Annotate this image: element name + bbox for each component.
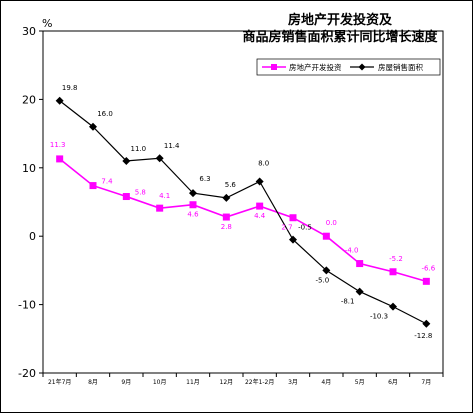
investment-data-label: 7.4 (101, 178, 113, 186)
investment-point (89, 182, 97, 190)
sales-data-label: -8.1 (341, 298, 355, 306)
investment-data-label: -5.2 (389, 255, 403, 263)
sales-point (222, 193, 231, 202)
investment-point (222, 213, 230, 221)
legend-marker-sales (358, 63, 366, 71)
investment-point (189, 201, 197, 209)
y-unit-label: % (42, 17, 52, 30)
data-labels: 11.3 7.4 5.8 4.1 4.6 2.8 4.4 2.7 0.0 -4.0 -5.2 -6.6… (50, 84, 436, 340)
sales-data-label: -5.0 (315, 276, 329, 284)
sales-point (189, 189, 197, 198)
legend-box (256, 58, 441, 76)
investment-data-label: 11.3 (50, 141, 66, 149)
sales-data-label: -10.3 (370, 313, 388, 321)
investment-point (356, 260, 364, 268)
sales-point (422, 319, 431, 328)
investment-data-label: -4.0 (345, 247, 359, 255)
investment-point (256, 202, 264, 210)
investment-point (389, 268, 397, 276)
sales-data-label: 11.0 (131, 145, 147, 153)
axes: 30 20 10 0 -10 -20 21年7月 8月 9月 10月 11月 12月 22年1-2月 3月… (18, 25, 444, 386)
sales-data-label: -12.8 (414, 332, 432, 340)
x-tick-label: 4月 (321, 379, 331, 386)
sales-point (122, 156, 131, 165)
y-tick-label: -10 (18, 299, 36, 312)
investment-point (56, 155, 64, 163)
x-tick-label: 6月 (388, 379, 398, 386)
y-tick-label: 30 (22, 25, 36, 38)
sales-point (155, 154, 164, 163)
sales-data-label: 5.6 (225, 181, 237, 189)
x-tick-label: 5月 (355, 379, 365, 386)
sales-point (89, 122, 97, 131)
sales-data-label: -0.5 (298, 224, 312, 232)
legend-marker-investment (271, 64, 277, 70)
sales-data-label: 8.0 (258, 159, 269, 167)
investment-data-label: -6.6 (421, 264, 435, 272)
investment-data-label: 4.6 (187, 211, 199, 219)
series-group (55, 96, 431, 328)
investment-data-label: 4.1 (159, 192, 170, 200)
investment-data-label: 4.4 (254, 212, 266, 220)
sales-data-label: 16.0 (97, 110, 113, 118)
investment-data-label: 2.8 (221, 223, 232, 231)
series-line-1 (59, 100, 427, 325)
chart-title-line1: 房地产开发投资及 (288, 12, 393, 28)
sales-data-label: 11.4 (164, 142, 180, 150)
investment-data-label: 2.7 (281, 224, 292, 232)
legend: 房地产开发投资 房屋销售面积 (256, 58, 441, 76)
investment-point (156, 204, 164, 212)
investment-point (322, 232, 330, 240)
sales-point (355, 287, 364, 296)
investment-point (289, 214, 297, 222)
y-tick-label: 20 (22, 93, 36, 106)
y-tick-label: -20 (18, 367, 36, 380)
sales-data-label: 19.8 (62, 84, 78, 92)
plot-area (42, 30, 444, 374)
x-tick-label: 11月 (186, 379, 200, 386)
investment-data-label: 5.8 (135, 189, 146, 197)
investment-point (122, 193, 130, 201)
x-tick-label: 3月 (288, 379, 298, 386)
legend-label-investment: 房地产开发投资 (289, 62, 342, 72)
sales-point (322, 266, 331, 275)
x-tick-label: 22年1-2月 (245, 378, 274, 386)
x-tick-label: 10月 (153, 379, 167, 386)
investment-point (422, 277, 430, 285)
x-tick-label: 9月 (121, 379, 131, 386)
x-tick-label: 7月 (421, 379, 431, 386)
chart-title-line2: 商品房销售面积累计同比增长速度 (242, 29, 438, 45)
sales-data-label: 6.3 (199, 175, 210, 183)
series-line-0 (59, 158, 427, 283)
sales-point (389, 302, 397, 311)
investment-data-label: 0.0 (326, 219, 337, 227)
x-tick-label: 12月 (220, 379, 234, 386)
sales-point (255, 177, 264, 186)
legend-label-sales: 房屋销售面积 (378, 62, 423, 72)
y-tick-label: 0 (29, 230, 36, 243)
sales-point (55, 96, 64, 105)
x-tick-label: 8月 (88, 379, 98, 386)
y-tick-label: 10 (22, 162, 36, 175)
x-tick-label: 21年7月 (48, 378, 71, 386)
sales-point (289, 235, 297, 244)
